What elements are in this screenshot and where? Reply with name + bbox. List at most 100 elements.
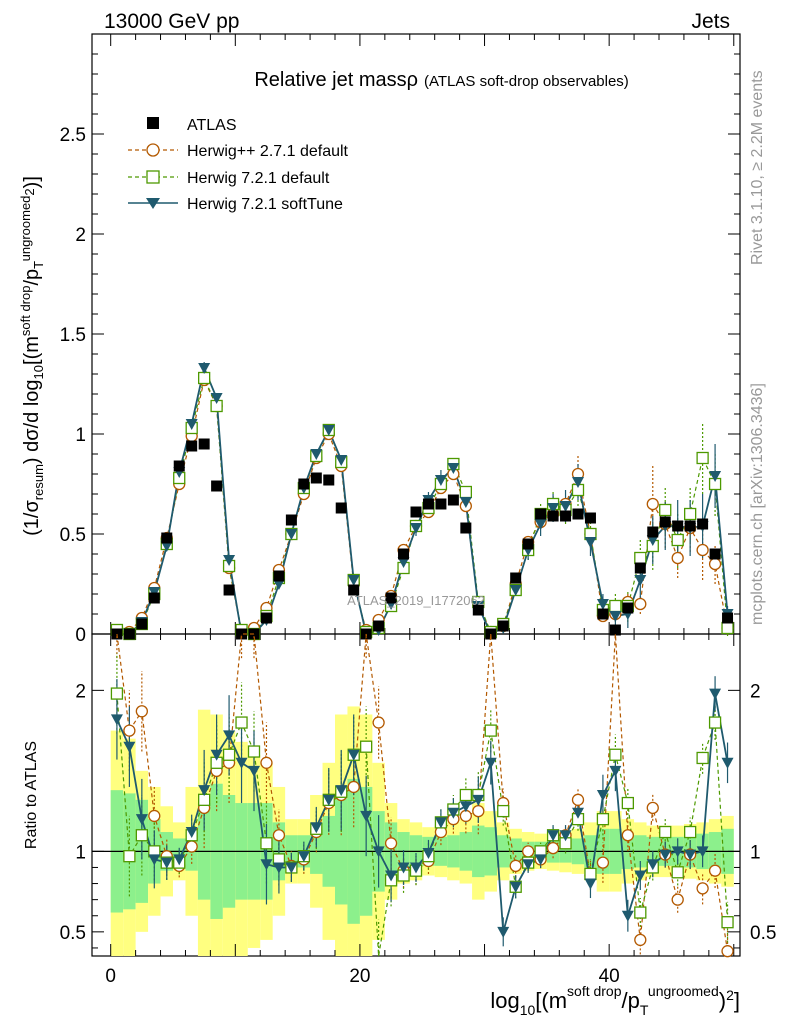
- data-point: [708, 557, 722, 571]
- legend-atlas-label: ATLAS: [187, 117, 237, 134]
- data-point: [447, 463, 460, 474]
- data-point: [459, 485, 472, 499]
- data-point: [634, 597, 647, 611]
- ratio-data-point: [422, 847, 435, 859]
- data-point: [272, 579, 285, 590]
- legend-herwig721-label: Herwig 7.2.1 default: [187, 170, 330, 187]
- atlas-data-point: [422, 498, 434, 510]
- ratio-data-point: [596, 790, 609, 801]
- ratio-data-point: [584, 867, 597, 881]
- ratio-data-point: [110, 714, 123, 726]
- ratio-data-point: [447, 807, 460, 819]
- data-point: [410, 523, 422, 534]
- atlas-data-point: [323, 474, 335, 486]
- svg-text:log10[(msoft drop/pTungroomed): log10[(msoft drop/pTungroomed)2]: [490, 983, 740, 1018]
- ratio-data-point: [547, 830, 560, 842]
- atlas-data-point: [572, 508, 584, 520]
- ratio-data-point: [671, 846, 684, 858]
- data-point: [198, 363, 211, 374]
- data-point: [634, 575, 647, 586]
- ratio-data-point: [123, 741, 136, 753]
- data-point: [696, 543, 709, 557]
- ratio-data-point: [385, 870, 398, 882]
- legend-softtune-label: Herwig 7.2.1 softTune: [187, 196, 343, 213]
- atlas-data-point: [684, 520, 696, 532]
- data-point: [322, 425, 335, 436]
- ratio-data-point: [135, 705, 148, 718]
- atlas-data-point: [148, 592, 160, 604]
- ratio-data-point: [621, 829, 634, 842]
- ratio-ylabel: Ratio to ATLAS: [23, 741, 40, 849]
- data-point: [335, 455, 348, 466]
- ratio-data-point: [247, 745, 261, 758]
- ratio-data-point: [360, 810, 373, 822]
- ratio-data-point: [260, 859, 273, 871]
- data-point: [397, 557, 410, 568]
- ratio-data-point: [384, 837, 398, 850]
- data-point: [185, 419, 198, 430]
- data-point: [572, 477, 584, 488]
- atlas-data-point: [398, 548, 410, 560]
- ratio-data-point: [634, 933, 647, 947]
- ratio-y-tick-label: 1: [75, 842, 86, 863]
- data-point: [634, 551, 647, 565]
- atlas-data-point: [722, 612, 734, 624]
- data-point: [696, 451, 709, 465]
- ratio-data-point: [372, 846, 385, 858]
- ratio-data-point: [472, 804, 485, 818]
- ratio-data-point: [659, 825, 672, 839]
- ratio-y-tick-label-right: 2: [750, 681, 761, 702]
- ratio-data-point: [584, 878, 597, 890]
- data-point: [285, 529, 298, 540]
- ratio-data-point: [522, 845, 535, 858]
- ratio-data-point: [546, 841, 560, 855]
- atlas-data-point: [136, 618, 148, 630]
- atlas-data-point: [497, 620, 509, 632]
- atlas-data-point: [335, 502, 347, 514]
- ratio-data-point: [123, 724, 136, 737]
- ratio-data-point: [434, 817, 447, 829]
- atlas-data-point: [161, 532, 173, 544]
- atlas-data-point: [584, 512, 596, 524]
- x-tick-label: 20: [349, 966, 370, 987]
- atlas-data-point: [647, 526, 659, 538]
- ratio-data-point: [347, 749, 360, 761]
- ratio-data-point: [260, 756, 273, 769]
- data-point: [198, 371, 211, 385]
- ratio-data-point: [223, 730, 236, 742]
- data-point: [210, 393, 223, 404]
- x-tick-label: 40: [599, 966, 620, 987]
- ratio-data-point: [459, 788, 472, 802]
- data-point: [559, 501, 572, 512]
- ratio-data-point: [185, 840, 198, 853]
- atlas-data-point: [522, 538, 534, 550]
- ratio-data-point: [596, 856, 610, 869]
- atlas-data-point: [348, 584, 360, 596]
- data-point: [596, 599, 609, 610]
- ratio-data-point: [297, 851, 310, 863]
- atlas-data-point: [373, 620, 385, 632]
- ratio-data-point: [110, 687, 124, 700]
- ratio-data-point: [185, 827, 198, 839]
- atlas-data-point: [198, 438, 210, 450]
- ratio-data-point: [198, 785, 211, 797]
- ratio-data-point: [135, 829, 148, 842]
- data-point: [659, 503, 672, 517]
- atlas-data-point: [609, 624, 621, 636]
- data-point: [709, 471, 722, 482]
- ratio-panel-frame: [91, 633, 741, 957]
- ratio-data-point: [272, 862, 285, 874]
- data-point: [547, 503, 560, 514]
- ratio-data-point: [721, 916, 734, 929]
- data-point: [160, 541, 173, 552]
- data-point: [434, 475, 447, 486]
- ratio-data-point: [571, 793, 585, 806]
- atlas-data-point: [273, 570, 285, 582]
- ratio-y-tick-label-right: 1: [750, 842, 761, 863]
- ratio-data-point: [260, 837, 273, 850]
- main-ylabel: (1/σresum) dσ/d log10[(msoft drop/pTungr…: [18, 176, 46, 536]
- data-point: [609, 611, 622, 622]
- ratio-data-point: [310, 822, 323, 834]
